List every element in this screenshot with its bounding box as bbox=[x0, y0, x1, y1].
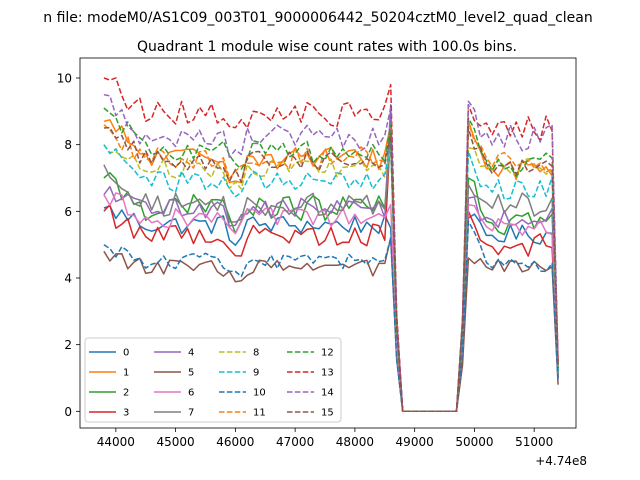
y-tick-label: 8 bbox=[64, 138, 72, 152]
x-tick-label: 51000 bbox=[515, 435, 553, 449]
legend-label: 2 bbox=[123, 388, 129, 399]
series-layer bbox=[103, 77, 559, 413]
series-line-6 bbox=[103, 192, 559, 413]
x-tick-label: 48000 bbox=[336, 435, 374, 449]
x-axis-ticks: 44000 45000 46000 47000 48000 49000 50000 51000 bbox=[97, 428, 553, 449]
legend-label: 6 bbox=[188, 388, 194, 399]
series-line-13 bbox=[103, 77, 559, 413]
y-tick-label: 0 bbox=[64, 405, 72, 419]
legend-label: 12 bbox=[321, 348, 334, 359]
y-axis-ticks: 0 2 4 6 8 10 bbox=[57, 72, 80, 419]
legend-label: 7 bbox=[188, 408, 194, 419]
legend-label: 4 bbox=[188, 348, 194, 359]
series-line-9 bbox=[103, 143, 559, 413]
series-line-15 bbox=[103, 126, 559, 413]
series-line-10 bbox=[103, 220, 559, 413]
x-axis-offset-label: +4.74e8 bbox=[535, 454, 587, 468]
legend-label: 1 bbox=[123, 368, 129, 379]
y-tick-label: 2 bbox=[64, 338, 72, 352]
legend-label: 0 bbox=[123, 348, 129, 359]
series-line-14 bbox=[103, 93, 559, 413]
legend-label: 11 bbox=[253, 408, 266, 419]
legend-label: 13 bbox=[321, 368, 334, 379]
y-tick-label: 4 bbox=[64, 272, 72, 286]
legend-label: 3 bbox=[123, 408, 129, 419]
y-tick-label: 10 bbox=[57, 72, 72, 86]
legend-label: 14 bbox=[321, 388, 334, 399]
x-tick-label: 44000 bbox=[97, 435, 135, 449]
legend-label: 9 bbox=[253, 368, 259, 379]
axes-frame bbox=[79, 57, 577, 429]
legend-label: 5 bbox=[188, 368, 194, 379]
y-tick-label: 6 bbox=[64, 205, 72, 219]
series-line-11 bbox=[103, 120, 559, 413]
series-line-7 bbox=[103, 140, 559, 413]
figure-suptitle: n file: modeM0/AS1C09_003T01_9000006442_… bbox=[43, 10, 592, 26]
x-tick-label: 45000 bbox=[157, 435, 195, 449]
legend-label: 10 bbox=[253, 388, 266, 399]
x-tick-label: 49000 bbox=[396, 435, 434, 449]
legend-frame bbox=[84, 337, 342, 423]
x-tick-label: 50000 bbox=[455, 435, 493, 449]
chart-title: Quadrant 1 module wise count rates with … bbox=[137, 39, 517, 55]
legend-label: 15 bbox=[321, 408, 334, 419]
x-tick-label: 47000 bbox=[276, 435, 314, 449]
legend-label: 8 bbox=[253, 348, 259, 359]
x-tick-label: 46000 bbox=[216, 435, 254, 449]
series-line-3 bbox=[103, 127, 559, 413]
series-line-12 bbox=[103, 107, 559, 413]
